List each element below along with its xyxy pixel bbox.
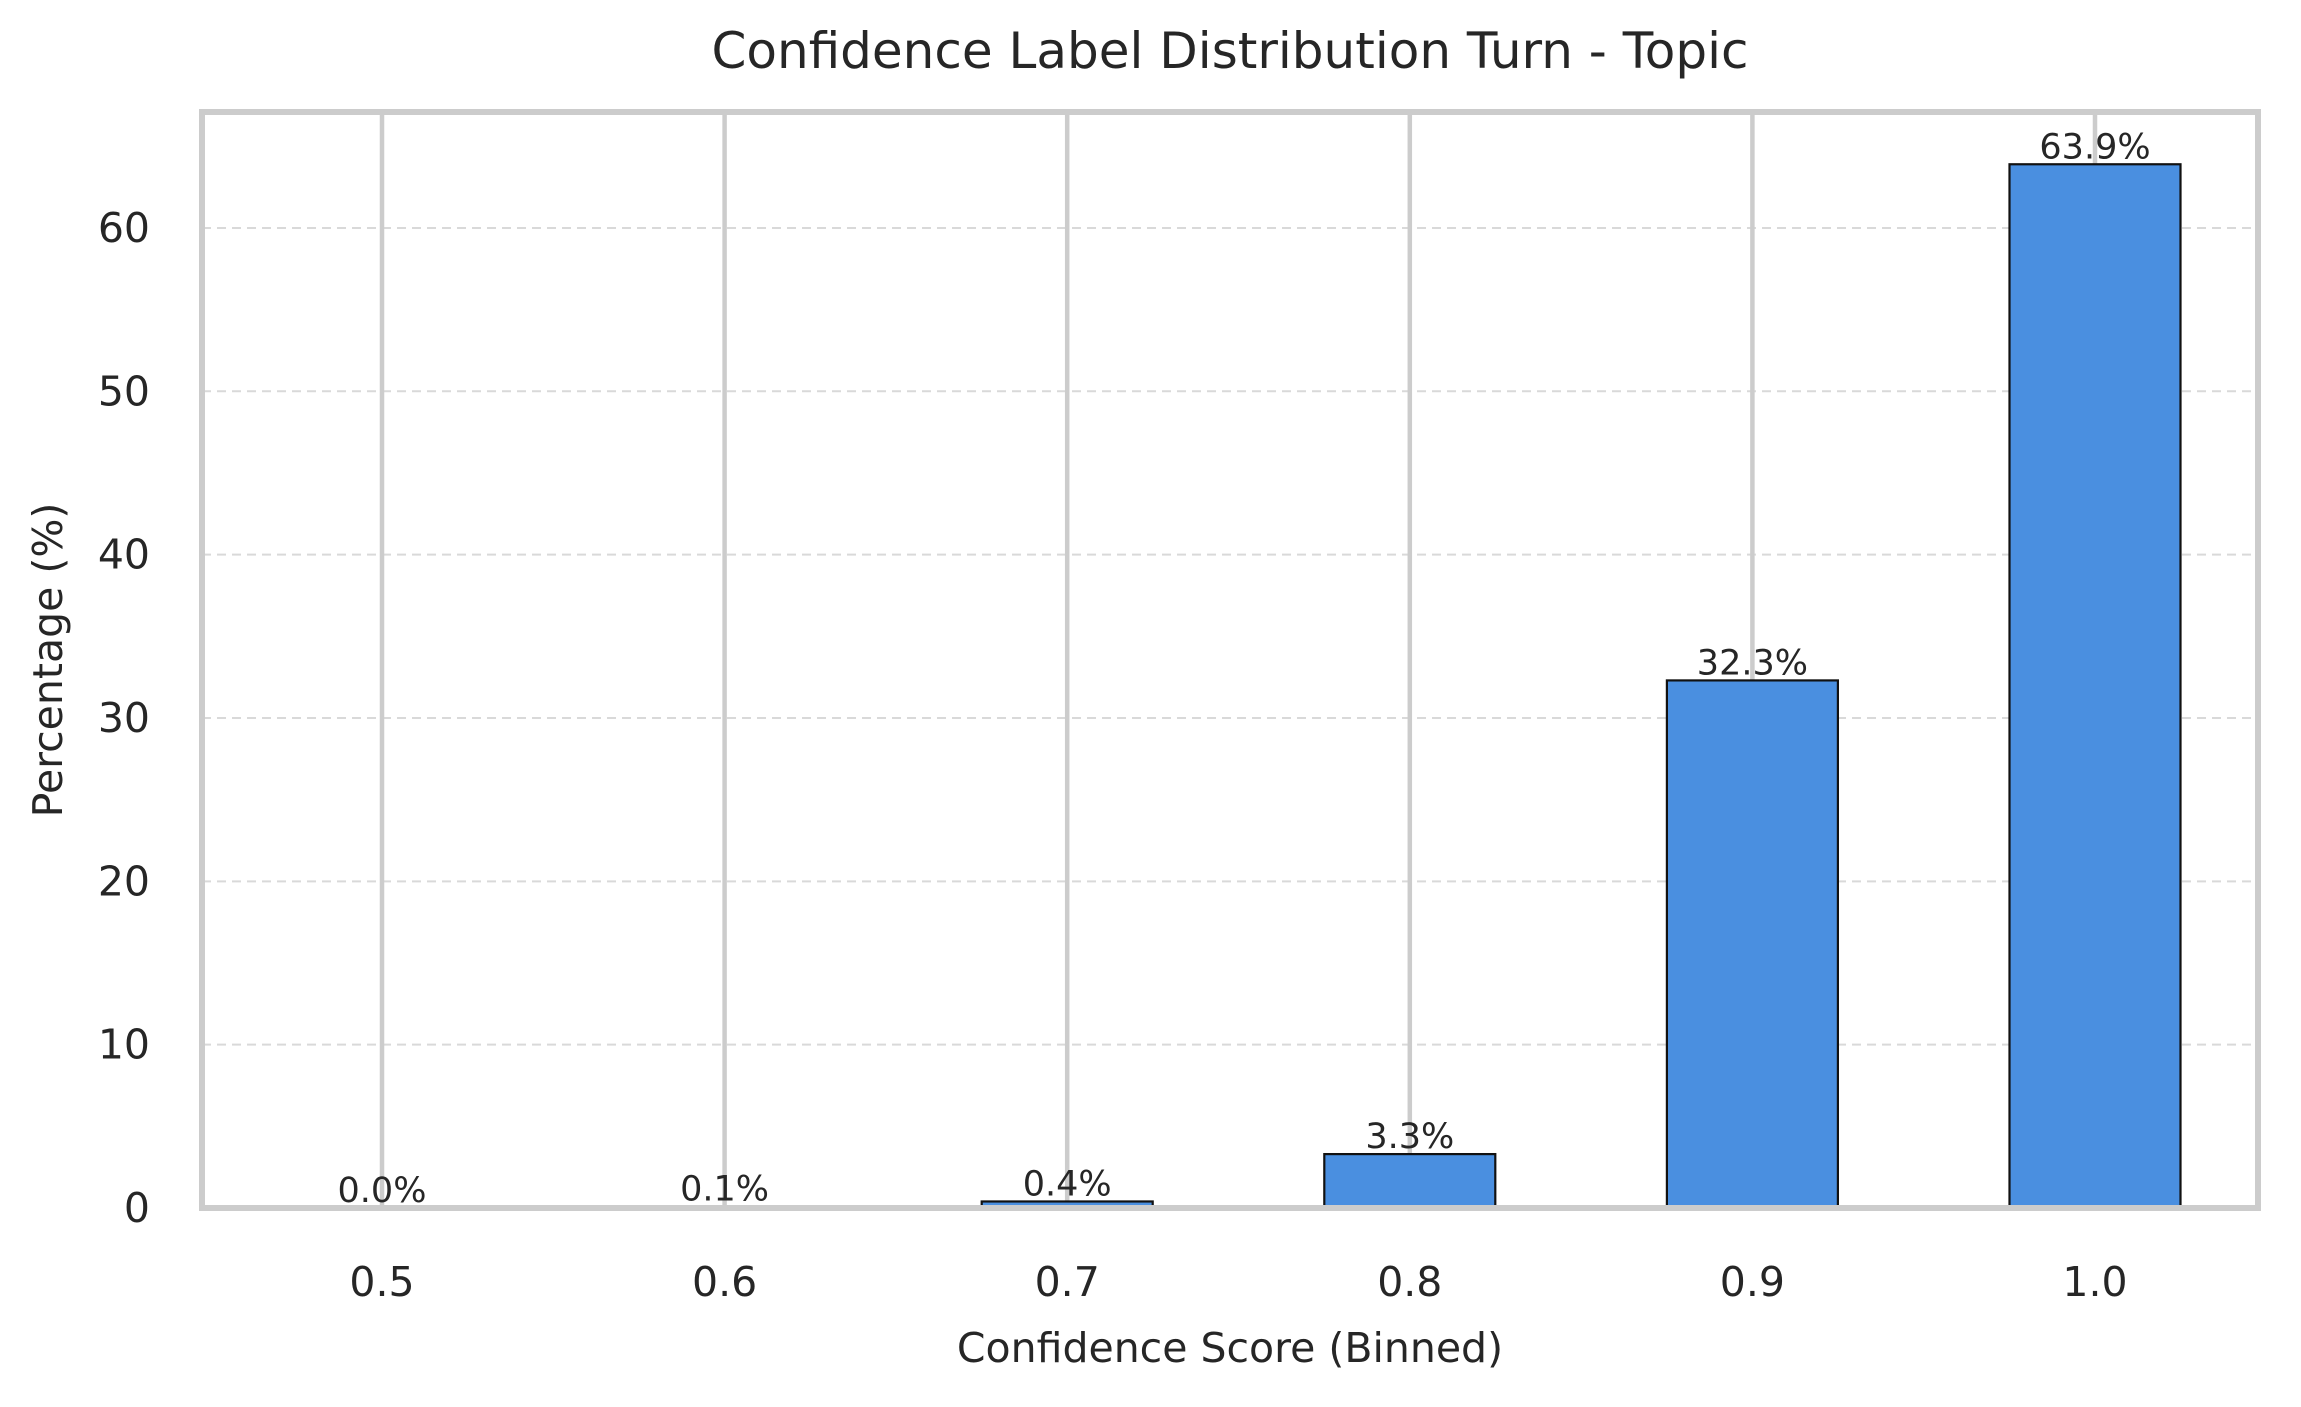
x-tick-label: 0.7: [1035, 1258, 1100, 1306]
x-tick-label: 1.0: [2062, 1258, 2127, 1306]
y-tick-label: 40: [98, 531, 150, 579]
y-tick-label: 30: [98, 694, 150, 742]
bar-layer: [637, 163, 2182, 1210]
y-axis-label: Percentage (%): [24, 503, 72, 818]
x-axis-label: Confidence Score (Binned): [957, 1324, 1503, 1372]
y-tick-label: 20: [98, 857, 150, 905]
x-tick-label: 0.6: [692, 1258, 757, 1306]
x-tick-label: 0.5: [349, 1258, 414, 1306]
plot-frame: [199, 109, 2261, 1211]
bar-value-label: 63.9%: [2039, 127, 2150, 167]
bar-1.0: [2008, 163, 2182, 1210]
bar-value-label: 0.1%: [680, 1169, 769, 1209]
x-axis-ticks: 0.5 0.6 0.7 0.8 0.9 1.0: [349, 1258, 2127, 1306]
bar-value-label: 32.3%: [1697, 643, 1808, 683]
y-tick-label: 0: [124, 1184, 150, 1232]
x-tick-label: 0.9: [1720, 1258, 1785, 1306]
bar-value-label: 0.4%: [1023, 1164, 1112, 1204]
chart-title: Confidence Label Distribution Turn - Top…: [712, 22, 1749, 80]
y-axis-ticks: 0 10 20 30 40 50 60: [98, 204, 150, 1232]
bar-0.9: [1665, 679, 1840, 1210]
bar-value-label: 3.3%: [1365, 1117, 1454, 1157]
bar-0.8: [1323, 1152, 1497, 1210]
data-label-layer: 0.0% 0.1% 0.4% 3.3% 32.3% 63.9%: [338, 127, 2151, 1211]
y-tick-label: 50: [98, 367, 150, 415]
grid-layer: [202, 112, 2258, 1208]
x-tick-label: 0.8: [1377, 1258, 1442, 1306]
y-tick-label: 60: [98, 204, 150, 252]
y-tick-label: 10: [98, 1021, 150, 1069]
bar-value-label: 0.0%: [338, 1171, 427, 1211]
